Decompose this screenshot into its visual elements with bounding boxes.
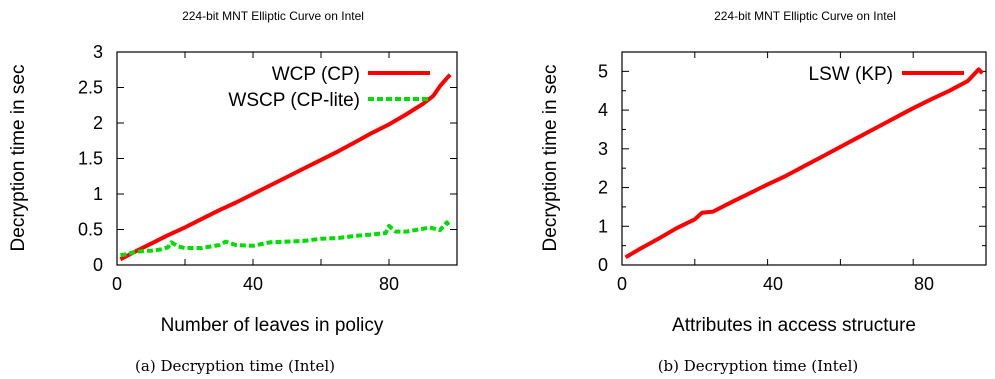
- chart-b-xtick-0: 0: [617, 274, 627, 294]
- chart-a-legend-label-0: WCP (CP): [272, 64, 360, 85]
- chart-b-ytick-5: 5: [598, 61, 608, 81]
- chart-b-series-line-0: [624, 67, 984, 260]
- chart-b-legend-label-0: LSW (KP): [809, 64, 893, 85]
- chart-b-ytick-3: 3: [598, 139, 608, 159]
- chart-b-tick-marks: [621, 51, 987, 266]
- chart-b-xtick-2: 80: [914, 274, 934, 294]
- chart-a-legend: WCP (CP) WSCP (CP-lite): [228, 64, 430, 111]
- chart-b-title: 224-bit MNT Elliptic Curve on Intel: [714, 9, 896, 23]
- chart-a-ytick-1: 0.5: [78, 220, 103, 240]
- chart-a-title: 224-bit MNT Elliptic Curve on Intel: [182, 9, 364, 23]
- chart-a-ytick-2: 1: [93, 184, 103, 204]
- chart-b: 224-bit MNT Elliptic Curve on Intel 0 1 …: [540, 9, 987, 375]
- chart-b-legend: LSW (KP): [809, 64, 964, 85]
- chart-a-ytick-3: 1.5: [78, 149, 103, 169]
- chart-b-plot-frame: [621, 51, 987, 266]
- chart-a-ytick-0: 0: [93, 255, 103, 275]
- chart-a-xlabel: Number of leaves in policy: [161, 315, 384, 336]
- chart-a-xtick-2: 80: [379, 274, 399, 294]
- chart-b-ytick-1: 1: [598, 216, 608, 236]
- chart-a-series-line-1: [120, 220, 452, 258]
- chart-a-tick-marks: [116, 51, 458, 266]
- chart-b-ytick-4: 4: [598, 100, 608, 120]
- chart-a-ylabel: Decryption time in sec: [8, 65, 29, 252]
- chart-b-ytick-2: 2: [598, 178, 608, 198]
- chart-a-ytick-4: 2: [93, 113, 103, 133]
- chart-a-series-line-0: [119, 73, 452, 262]
- chart-a-ytick-5: 2.5: [78, 78, 103, 98]
- chart-a-xtick-1: 40: [243, 274, 263, 294]
- chart-b-xlabel: Attributes in access structure: [672, 315, 916, 336]
- chart-a: 224-bit MNT Elliptic Curve on Intel 0 0.…: [8, 9, 458, 375]
- chart-b-caption: (b) Decryption time (Intel): [658, 357, 859, 375]
- chart-a-ytick-6: 3: [93, 42, 103, 62]
- chart-a-series: [119, 73, 452, 262]
- chart-b-ytick-0: 0: [598, 255, 608, 275]
- chart-b-series: [624, 67, 984, 260]
- chart-a-xtick-0: 0: [112, 274, 122, 294]
- chart-a-caption: (a) Decryption time (Intel): [135, 357, 335, 375]
- chart-b-ylabel: Decryption time in sec: [540, 65, 561, 252]
- chart-b-xtick-1: 40: [763, 274, 783, 294]
- chart-a-legend-label-1: WSCP (CP-lite): [228, 90, 360, 111]
